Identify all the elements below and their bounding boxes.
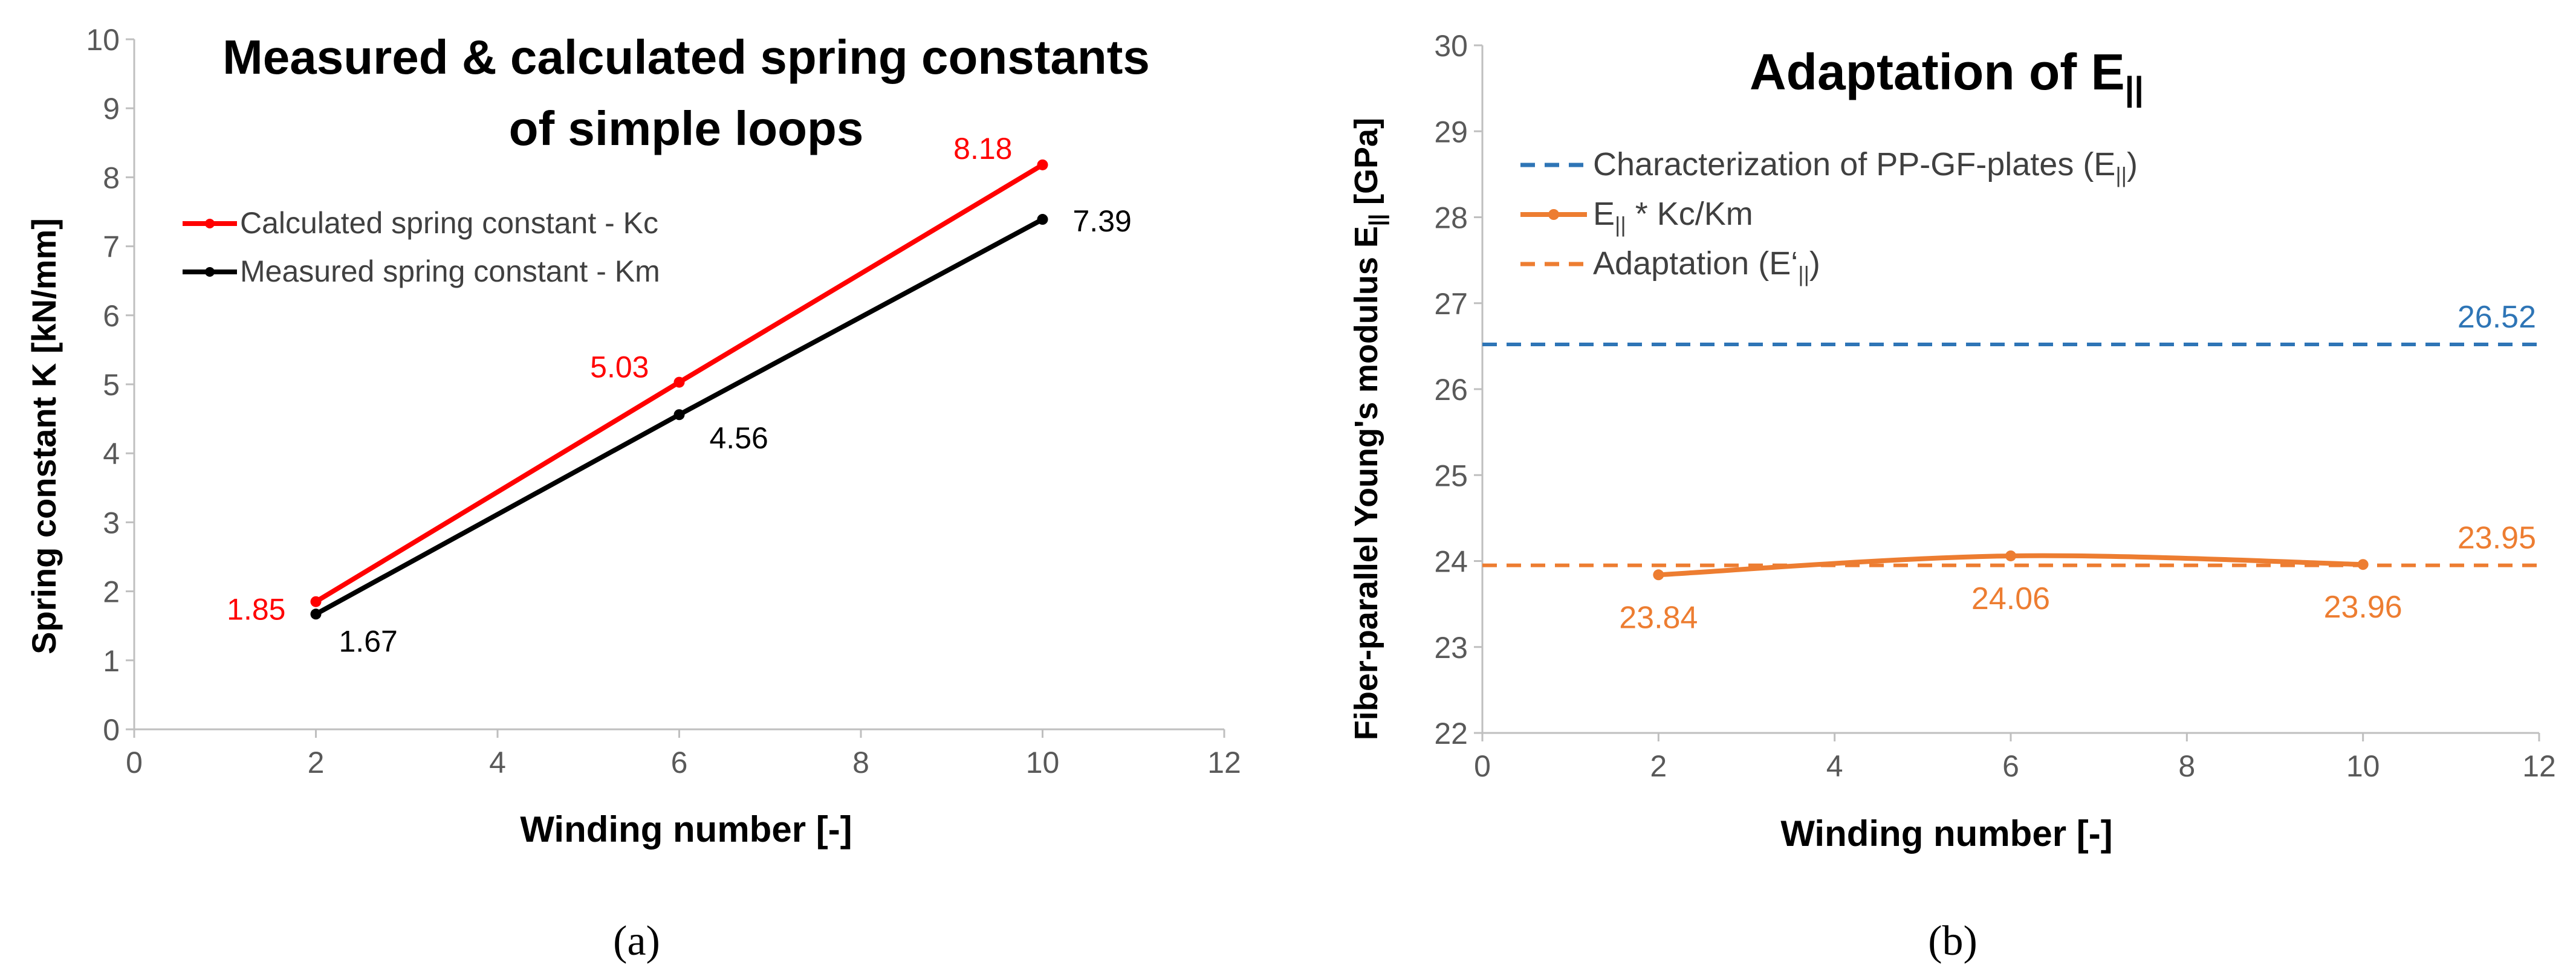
- legend-marker-measured: [205, 267, 215, 277]
- data-point: [673, 376, 685, 388]
- data-label: 1.67: [339, 624, 398, 658]
- data-label: 7.39: [1073, 204, 1132, 238]
- x-tick-label: 8: [852, 746, 869, 779]
- data-label: 23.96: [2324, 590, 2402, 625]
- y-tick-label: 6: [103, 299, 120, 333]
- chart-a-caption: (a): [613, 918, 660, 964]
- legend-label-ekckm-end: * Kc/Km: [1626, 196, 1753, 232]
- chart-a-legend: Calculated spring constant - Kc Measured…: [183, 206, 660, 288]
- legend-label-adaptation-text: Adaptation (E‘: [1593, 245, 1798, 282]
- x-tick-label: 4: [489, 746, 506, 779]
- data-label: 1.85: [227, 593, 285, 627]
- legend-label-adaptation: Adaptation (E‘||): [1593, 245, 1820, 286]
- x-tick-label: 2: [308, 746, 325, 779]
- reference-value-label: 23.95: [2458, 521, 2536, 556]
- legend-label-characterization: Characterization of PP-GF-plates (E||): [1593, 146, 2138, 187]
- y-tick-label: 24: [1434, 545, 1468, 579]
- y-tick-label: 3: [103, 506, 120, 540]
- y-tick-label: 1: [103, 644, 120, 678]
- y-tick-label: 9: [103, 92, 120, 126]
- y-tick-label: 5: [103, 368, 120, 402]
- data-label: 24.06: [1971, 581, 2050, 616]
- y-tick-label: 25: [1434, 459, 1468, 492]
- data-point: [310, 608, 322, 620]
- data-label: 5.03: [590, 350, 649, 384]
- y-tick-label: 4: [103, 437, 120, 471]
- x-tick-label: 6: [2002, 749, 2019, 783]
- x-tick-label: 4: [1826, 749, 1843, 783]
- data-point: [2357, 559, 2369, 570]
- chart-b-title-text: Adaptation of E: [1750, 44, 2125, 100]
- chart-a: Measured & calculated spring constants o…: [25, 23, 1241, 964]
- x-tick-label: 2: [1650, 749, 1667, 783]
- chart-a-title-line-2: of simple loops: [509, 102, 864, 155]
- chart-a-series: 1.85 5.03 8.18 1.67 4.56 7.39: [227, 132, 1132, 658]
- chart-a-y-axis-label: Spring constant K [kN/mm]: [25, 218, 63, 654]
- y-tick-label: 10: [86, 23, 120, 57]
- chart-b-y-axis-label-sub: ||: [1364, 214, 1390, 226]
- legend-label-ekckm-sub: ||: [1615, 212, 1626, 237]
- chart-b-y-axis-label: Fiber-parallel Young's modulus E|| [GPa]: [1348, 118, 1390, 740]
- data-label: 23.84: [1619, 600, 1698, 635]
- chart-b-title-subscript: ||: [2125, 69, 2144, 108]
- data-point: [1037, 214, 1048, 225]
- y-tick-label: 27: [1434, 287, 1468, 321]
- y-tick-label: 23: [1434, 631, 1468, 665]
- legend-label-characterization-sub: ||: [2115, 163, 2127, 187]
- legend-marker-ekckm: [1548, 209, 1559, 220]
- y-tick-label: 7: [103, 230, 120, 264]
- y-tick-label: 22: [1434, 717, 1468, 750]
- x-tick-label: 8: [2178, 749, 2195, 783]
- chart-b-legend: Characterization of PP-GF-plates (E||) E…: [1520, 146, 2138, 286]
- legend-marker-calculated: [205, 219, 215, 228]
- y-tick-label: 26: [1434, 373, 1468, 407]
- chart-a-title-line-1: Measured & calculated spring constants: [222, 30, 1150, 84]
- y-tick-label: 29: [1434, 115, 1468, 149]
- legend-label-measured: Measured spring constant - Km: [240, 254, 660, 288]
- x-tick-label: 0: [1474, 749, 1491, 783]
- chart-b-y-axis-label-text: Fiber-parallel Young's modulus E: [1348, 226, 1384, 740]
- data-point: [310, 596, 322, 607]
- legend-label-calculated: Calculated spring constant - Kc: [240, 206, 658, 240]
- legend-label-ekckm-text: E: [1593, 196, 1615, 232]
- legend-label-characterization-end: ): [2127, 146, 2138, 182]
- chart-b-title: Adaptation of E||: [1750, 44, 2144, 108]
- data-point: [673, 409, 685, 421]
- chart-a-x-axis-label: Winding number [-]: [520, 809, 852, 850]
- legend-label-ekckm: E|| * Kc/Km: [1593, 196, 1753, 237]
- chart-b-x-axis-label: Winding number [-]: [1780, 813, 2112, 854]
- legend-label-adaptation-sub: ||: [1798, 262, 1809, 286]
- reference-value-label: 26.52: [2458, 300, 2536, 335]
- chart-b-series: 26.52 23.95 23.84 24.06 23.96: [1482, 300, 2539, 635]
- legend-label-adaptation-end: ): [1809, 245, 1820, 282]
- data-label: 4.56: [710, 421, 768, 455]
- y-tick-label: 0: [103, 713, 120, 747]
- y-tick-label: 8: [103, 161, 120, 195]
- legend-label-characterization-text: Characterization of PP-GF-plates (E: [1593, 146, 2115, 182]
- data-point: [1037, 159, 1048, 170]
- data-point: [1653, 569, 1664, 581]
- data-label: 8.18: [953, 132, 1012, 166]
- y-tick-label: 2: [103, 575, 120, 609]
- x-tick-label: 0: [126, 746, 143, 779]
- chart-b-caption: (b): [1928, 918, 1977, 964]
- x-tick-label: 12: [1207, 746, 1241, 779]
- x-tick-label: 12: [2522, 749, 2556, 783]
- data-point: [2005, 550, 2016, 561]
- x-tick-label: 10: [2346, 749, 2380, 783]
- y-tick-label: 28: [1434, 201, 1468, 235]
- chart-b-y-axis-label-unit: [GPa]: [1348, 118, 1384, 214]
- y-tick-label: 30: [1434, 29, 1468, 63]
- x-tick-label: 10: [1026, 746, 1060, 779]
- x-tick-label: 6: [671, 746, 688, 779]
